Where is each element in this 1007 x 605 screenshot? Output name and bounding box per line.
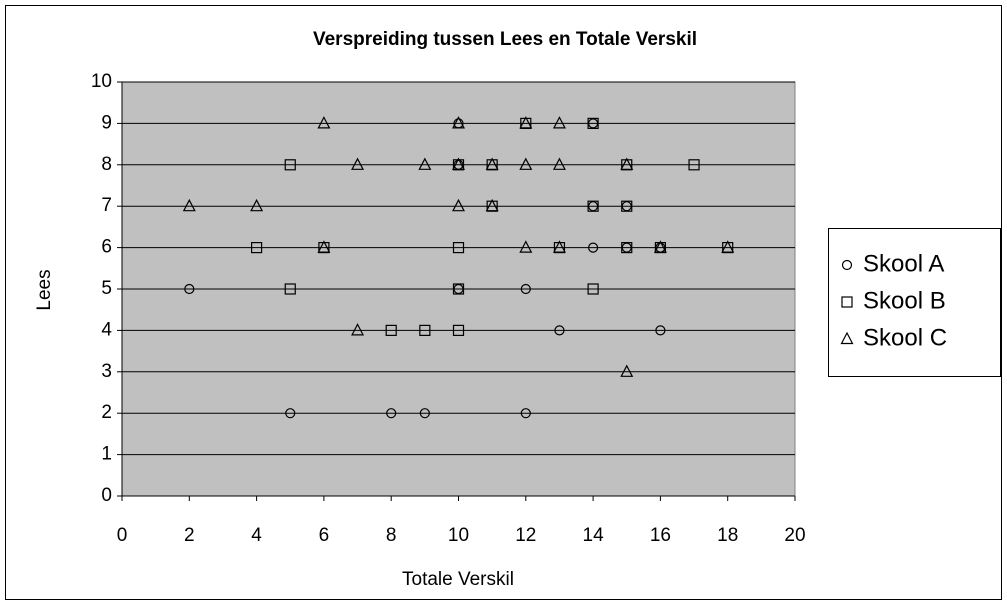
x-tick-label: 6: [319, 525, 330, 546]
point: [452, 283, 465, 295]
point: [653, 240, 667, 253]
point: [182, 198, 196, 212]
point: [284, 159, 296, 171]
point: [351, 323, 365, 336]
point: [452, 198, 465, 212]
legend-marker: [840, 331, 854, 345]
point: [386, 408, 397, 419]
point: [452, 242, 465, 254]
point: [485, 198, 499, 212]
point: [452, 157, 465, 170]
point: [621, 242, 633, 254]
y-axis-label: Lees: [34, 269, 55, 310]
point: [317, 116, 331, 129]
legend-box: [828, 228, 1001, 377]
point: [621, 200, 633, 212]
x-tick-label: 18: [717, 525, 738, 546]
point: [721, 240, 735, 253]
x-tick-label: 14: [583, 525, 605, 546]
x-tick-label: 0: [117, 525, 128, 546]
point: [250, 198, 264, 212]
x-tick-label: 12: [515, 525, 536, 546]
point: [587, 117, 599, 130]
x-tick-label: 10: [448, 525, 469, 546]
point: [552, 116, 566, 129]
point: [419, 408, 430, 419]
y-tick-label: 5: [101, 278, 112, 299]
point: [520, 408, 531, 419]
legend-label: Skool B: [863, 287, 946, 314]
point: [485, 157, 499, 170]
y-tick-label: 1: [101, 444, 112, 465]
point: [620, 157, 634, 170]
point: [519, 157, 533, 170]
chart-title: Verspreiding tussen Lees en Totale Versk…: [313, 29, 697, 50]
x-tick-label: 4: [251, 525, 262, 546]
point: [385, 324, 397, 336]
point: [587, 242, 599, 253]
point: [285, 408, 296, 419]
legend-marker: [841, 259, 853, 271]
legend-label: Skool A: [863, 250, 944, 277]
y-tick-label: 3: [101, 361, 112, 382]
point: [552, 240, 566, 253]
point: [418, 157, 432, 170]
legend-marker: [841, 296, 853, 308]
y-tick-label: 9: [101, 112, 112, 133]
point: [552, 157, 566, 170]
point: [620, 364, 634, 377]
x-tick-label: 8: [386, 525, 397, 546]
y-tick-label: 6: [101, 237, 112, 258]
point: [452, 324, 465, 336]
point: [520, 283, 531, 295]
point: [317, 240, 331, 253]
y-tick-label: 10: [91, 71, 112, 92]
point: [419, 324, 431, 336]
x-tick-label: 2: [184, 525, 195, 546]
legend-label: Skool C: [863, 324, 947, 351]
point: [452, 116, 465, 129]
point: [554, 325, 565, 336]
y-tick-label: 8: [101, 154, 112, 175]
y-tick-label: 2: [101, 402, 112, 423]
point: [284, 283, 296, 295]
point: [351, 157, 365, 170]
point: [251, 242, 263, 254]
x-tick-label: 16: [650, 525, 671, 546]
y-tick-label: 0: [101, 485, 112, 506]
point: [587, 283, 599, 295]
x-tick-label: 20: [784, 525, 805, 546]
y-tick-label: 7: [101, 195, 112, 216]
point: [519, 116, 533, 129]
x-axis-label: Totale Verskil: [402, 569, 514, 590]
y-tick-label: 4: [101, 319, 112, 340]
point: [655, 325, 666, 336]
point: [688, 159, 700, 171]
point: [519, 240, 533, 253]
point: [184, 283, 195, 295]
point: [587, 200, 599, 212]
